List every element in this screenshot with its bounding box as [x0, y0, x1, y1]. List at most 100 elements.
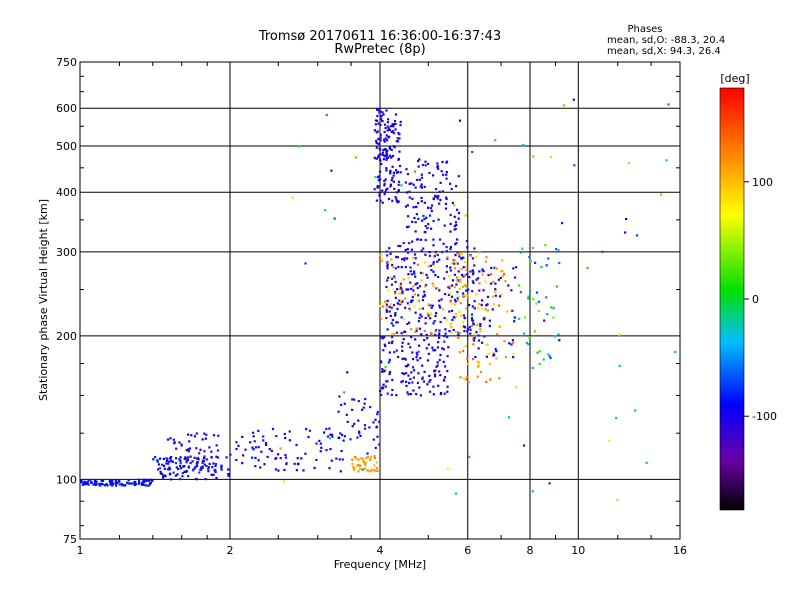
- data-point: [217, 434, 220, 437]
- data-point: [433, 320, 436, 323]
- data-point: [471, 269, 474, 272]
- data-point: [545, 264, 548, 267]
- data-point: [428, 303, 431, 306]
- data-point: [489, 378, 492, 381]
- data-point: [385, 109, 388, 112]
- data-point: [428, 251, 431, 254]
- data-point: [478, 289, 481, 292]
- data-point: [470, 324, 474, 328]
- data-point: [453, 215, 456, 218]
- colorbar-tick-label: 0: [752, 293, 759, 306]
- data-point: [413, 369, 416, 372]
- data-point: [412, 285, 415, 288]
- data-point: [433, 373, 436, 376]
- data-point: [389, 172, 392, 175]
- data-point: [359, 464, 362, 467]
- data-point: [435, 252, 438, 255]
- data-point: [440, 170, 443, 173]
- data-point: [296, 457, 299, 460]
- data-point: [381, 153, 384, 156]
- data-point: [388, 247, 391, 250]
- data-point: [203, 463, 206, 466]
- data-point: [379, 304, 382, 308]
- data-point: [462, 314, 465, 317]
- colorbar-tick-label: 100: [752, 176, 773, 189]
- data-point: [527, 343, 530, 346]
- data-point: [83, 480, 86, 483]
- data-point: [295, 443, 298, 447]
- data-point: [98, 482, 101, 485]
- data-point: [438, 190, 441, 193]
- data-point: [464, 294, 467, 297]
- data-point: [436, 260, 439, 263]
- data-point: [608, 439, 611, 442]
- data-point: [373, 469, 376, 472]
- data-point: [466, 246, 469, 249]
- data-point: [391, 336, 394, 339]
- data-point: [152, 458, 155, 461]
- data-point: [406, 322, 409, 326]
- data-point: [391, 154, 395, 158]
- data-point: [353, 422, 356, 425]
- data-point: [665, 159, 668, 162]
- data-point: [170, 478, 173, 481]
- data-point: [466, 357, 469, 360]
- data-point: [446, 385, 449, 388]
- data-point: [399, 120, 402, 123]
- data-point: [385, 152, 389, 155]
- data-point: [381, 201, 384, 204]
- data-point: [458, 287, 461, 290]
- data-point: [494, 282, 497, 285]
- data-point: [416, 353, 419, 356]
- data-point: [503, 272, 506, 276]
- data-point: [531, 246, 534, 250]
- data-point: [199, 448, 202, 451]
- data-point: [373, 464, 376, 467]
- data-point: [181, 475, 184, 478]
- data-point: [523, 444, 526, 447]
- data-point: [84, 481, 87, 484]
- data-point: [443, 316, 446, 320]
- data-point: [404, 181, 407, 184]
- data-point: [220, 468, 223, 471]
- data-point: [385, 158, 388, 161]
- data-point: [615, 416, 618, 420]
- data-point: [399, 303, 402, 306]
- data-point: [378, 420, 381, 423]
- data-point: [320, 446, 323, 449]
- data-point: [449, 245, 452, 249]
- data-point: [424, 238, 427, 242]
- data-point: [427, 206, 430, 209]
- data-point: [366, 469, 369, 472]
- data-point: [379, 253, 382, 257]
- data-point: [105, 483, 108, 486]
- y-axis-ticks: 75 100 200 300 400 500 600 750: [56, 56, 680, 546]
- data-point: [457, 175, 460, 178]
- data-point: [472, 322, 475, 325]
- data-point: [118, 479, 121, 482]
- data-point: [352, 466, 355, 469]
- data-point: [550, 155, 553, 158]
- data-point: [421, 376, 424, 379]
- data-point: [127, 479, 130, 482]
- data-point: [82, 481, 86, 485]
- data-point: [343, 402, 346, 405]
- data-point: [380, 117, 383, 120]
- data-point: [394, 312, 397, 315]
- data-point: [555, 285, 558, 288]
- data-point: [372, 438, 375, 441]
- data-point: [165, 457, 168, 460]
- x-tick-label: 1: [77, 544, 84, 557]
- data-point: [398, 133, 401, 136]
- data-point: [208, 462, 211, 465]
- data-point: [399, 282, 402, 285]
- data-point: [434, 194, 437, 197]
- data-point: [431, 282, 434, 285]
- data-point: [410, 371, 413, 374]
- data-point: [212, 434, 216, 437]
- data-point: [225, 456, 228, 459]
- data-point: [529, 288, 532, 291]
- data-point: [439, 374, 442, 377]
- data-point: [325, 427, 328, 431]
- data-point: [433, 370, 436, 373]
